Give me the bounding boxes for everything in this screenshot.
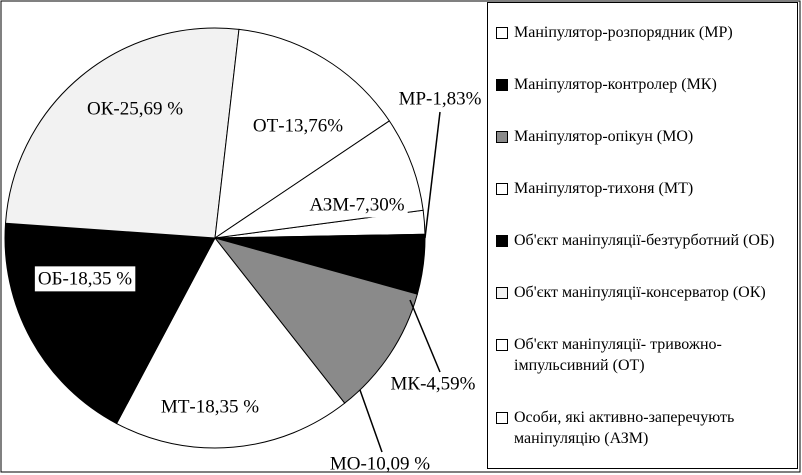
data-label: ОТ-13,76%	[253, 115, 343, 136]
legend-swatch	[496, 183, 508, 196]
legend-item: Об'єкт маніпуляції- тривожно-імпульсивни…	[496, 334, 793, 376]
data-label: МО-10,09 %	[330, 453, 430, 474]
data-label: МР-1,83%	[399, 88, 482, 109]
legend-item: Маніпулятор-контролер (МК)	[496, 74, 793, 95]
pie-slice	[4, 27, 240, 239]
legend-label: Об'єкт маніпуляції- тривожно-імпульсивни…	[514, 335, 722, 374]
leader-line	[424, 111, 441, 239]
legend-label: Маніпулятор-тихоня (МТ)	[514, 180, 694, 198]
legend-item: Об'єкт маніпуляції-консерватор (ОК)	[496, 282, 793, 303]
legend-label: Особи, які активно-заперечують маніпуляц…	[514, 408, 735, 447]
legend-label: Маніпулятор-розпорядник (МР)	[514, 24, 733, 42]
data-label: ОК-25,69 %	[87, 98, 183, 119]
legend-label: Об'єкт маніпуляції-безтурботний (ОБ)	[514, 231, 775, 249]
legend-item: Об'єкт маніпуляції-безтурботний (ОБ)	[496, 230, 793, 251]
legend-item: Особи, які активно-заперечують маніпуляц…	[496, 407, 793, 449]
legend-label: Маніпулятор-опікун (МО)	[514, 128, 694, 146]
legend-item: Маніпулятор-тихоня (МТ)	[496, 178, 793, 199]
legend-swatch	[496, 131, 508, 144]
leader-line	[359, 389, 383, 453]
pie-slice	[213, 237, 418, 404]
label-bg	[306, 192, 408, 218]
legend-swatch	[496, 286, 508, 299]
pie-slice	[214, 28, 391, 240]
label-bg	[157, 394, 263, 420]
legend-item: Маніпулятор-розпорядник (МР)	[496, 22, 793, 43]
legend-swatch	[496, 79, 508, 92]
data-label: МТ-18,35 %	[161, 396, 259, 417]
data-label: АЗМ-7,30%	[309, 194, 404, 215]
legend-label: Об'єкт маніпуляції-консерватор (ОК)	[514, 283, 766, 301]
label-bg	[34, 266, 136, 292]
legend-label: Маніпулятор-контролер (МК)	[514, 76, 717, 94]
leader-line	[409, 299, 441, 373]
data-label: МК-4,59%	[391, 373, 476, 394]
legend-swatch	[496, 411, 508, 424]
data-label: ОБ-18,35 %	[38, 268, 132, 289]
legend-swatch	[496, 234, 508, 247]
legend-swatch	[496, 338, 508, 351]
legend-swatch	[496, 27, 508, 40]
legend: Маніпулятор-розпорядник (МР) Маніпулятор-…	[487, 2, 798, 469]
legend-item: Маніпулятор-опікун (МО)	[496, 126, 793, 147]
